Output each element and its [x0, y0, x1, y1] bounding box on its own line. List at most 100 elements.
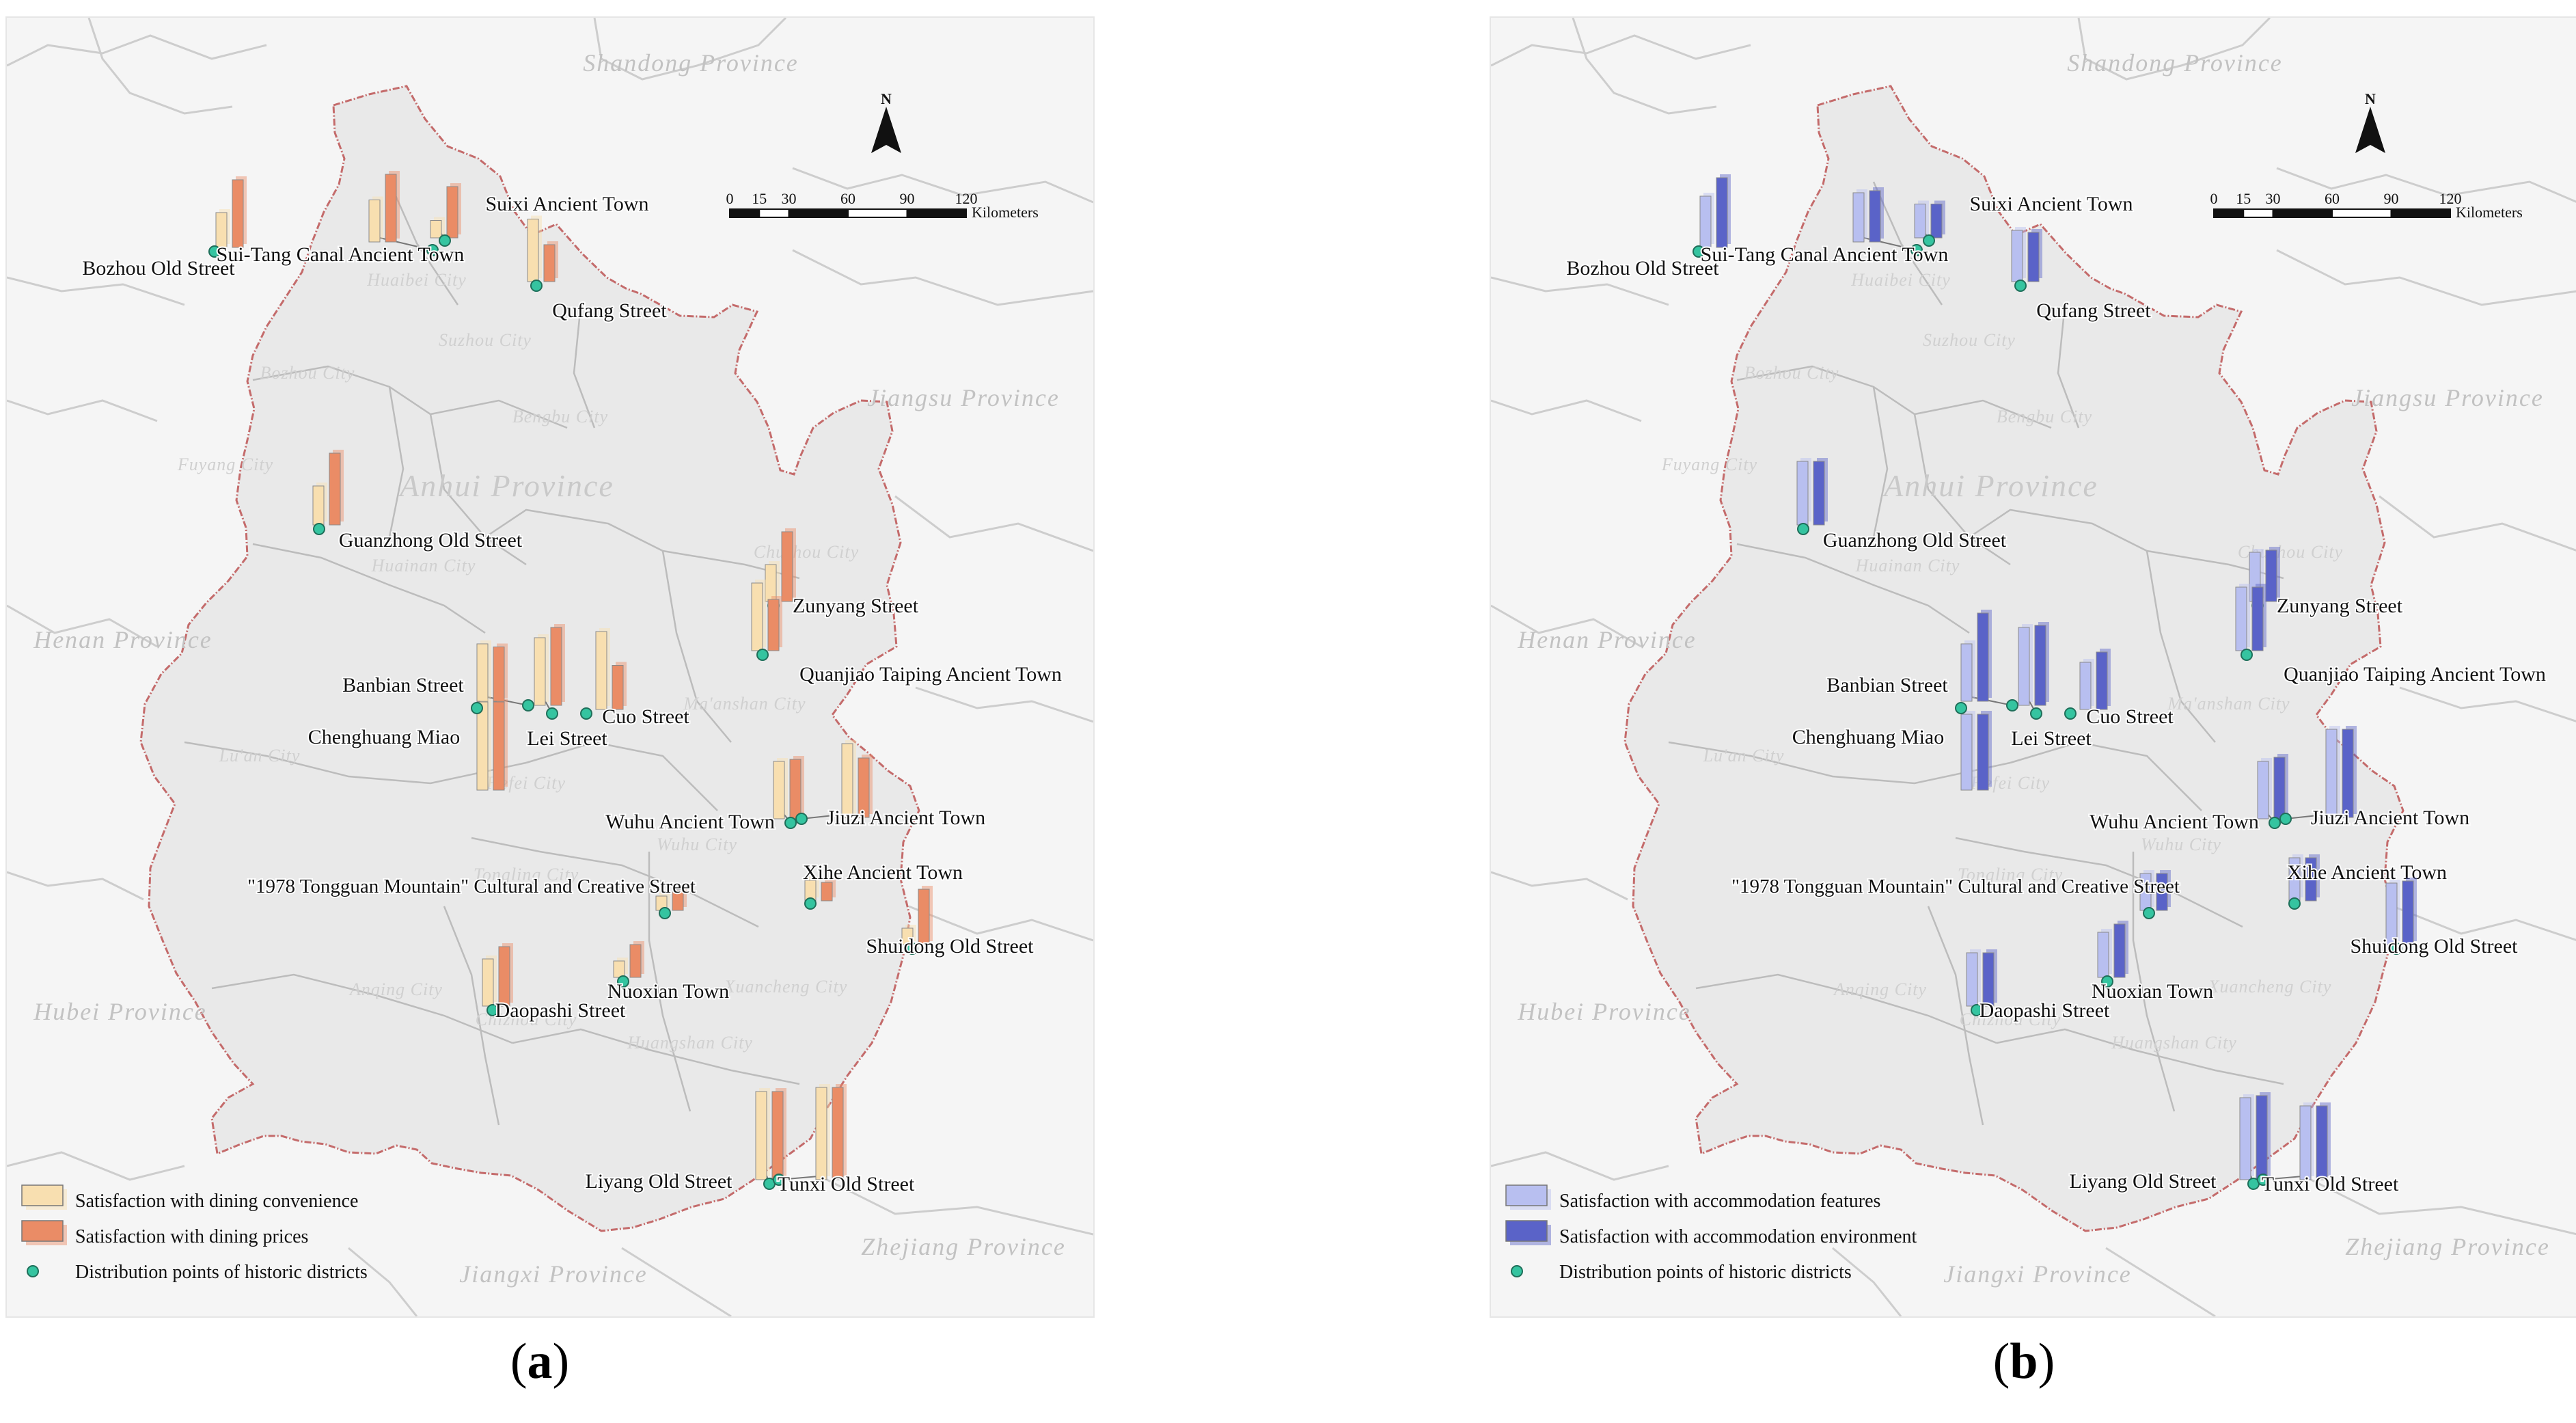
bar-series-1: [901, 927, 914, 945]
city-label: Huainan City: [1855, 556, 1960, 575]
caption-letter: b: [2010, 1333, 2038, 1390]
province-label: Jiangsu Province: [2351, 384, 2544, 411]
bar-series-1: [765, 564, 777, 602]
city-label: Lu'an City: [1703, 746, 1785, 765]
legend-label: Satisfaction with accommodation environm…: [1559, 1226, 1917, 1247]
bar-series-2: [2265, 550, 2277, 602]
city-label: Ma'anshan City: [2167, 694, 2290, 714]
bar-series-2: [1869, 190, 1881, 243]
district-marker: Qufang Street: [527, 215, 668, 323]
map-canvas: Shandong Province Jiangsu Province Henan P…: [1491, 18, 2576, 1316]
district-label: Tunxi Old Street: [778, 1173, 915, 1195]
district-marker: Quanjiao Taiping Ancient Town: [751, 580, 1063, 687]
city-label: Tongling City: [1958, 865, 2063, 884]
district-marker: Banbian Street: [341, 640, 534, 712]
bar-series-2: [781, 531, 793, 602]
north-arrow-icon: N: [871, 90, 901, 153]
legend-swatch-series-1: [1505, 1184, 1548, 1206]
district-point: [2101, 975, 2113, 988]
map-panel-a: Shandong Province Jiangsu Province Henan P…: [5, 16, 1095, 1318]
caption-open: (: [510, 1333, 527, 1390]
district-point: [773, 1174, 785, 1186]
bar-series-1: [2239, 1097, 2251, 1180]
district-label: "1978 Tongguan Mountain" Cultural and Cr…: [1731, 876, 2180, 897]
province-label: Anhui Province: [1882, 468, 2098, 503]
city-label: Tongling City: [474, 865, 579, 884]
caption-close: ): [2038, 1333, 2055, 1390]
bar-series-1: [1796, 461, 1809, 526]
bar-series-1: [215, 212, 228, 248]
district-marker: Bozhou Old Street: [81, 176, 247, 281]
neighbor-boundaries: [1491, 18, 2576, 1316]
scale-tick-label: 120: [955, 190, 978, 207]
legend-label: Distribution points of historic district…: [75, 1262, 368, 1283]
district-label: Sui-Tang Canal Ancient Town: [217, 243, 465, 266]
legend-point-swatch: [1511, 1265, 1523, 1277]
bar-series-2: [232, 179, 244, 248]
north-label: N: [881, 90, 892, 107]
bar-series-1: [2257, 761, 2269, 819]
district-label: Qufang Street: [2036, 299, 2151, 322]
scale-unit-label: Kilometers: [2456, 204, 2523, 221]
city-label: Huainan City: [371, 556, 476, 575]
city-label: Bozhou City: [260, 363, 355, 383]
district-point: [2006, 699, 2018, 712]
district-label: Wuhu Ancient Town: [2089, 811, 2259, 833]
city-label: Anqing City: [348, 979, 443, 999]
district-marker: Liyang Old Street: [2068, 1092, 2271, 1194]
district-marker: Jiuzi Ancient Town: [795, 740, 987, 830]
city-label: Bengbu City: [512, 407, 608, 426]
district-marker: Daopashi Street: [1966, 949, 2111, 1023]
city-label: Fuyang City: [1661, 455, 1757, 474]
district-marker: Qufang Street: [2011, 227, 2152, 323]
legend-label: Satisfaction with accommodation features: [1559, 1191, 1880, 1212]
district-label: Liyang Old Street: [586, 1170, 733, 1193]
district-point: [1797, 523, 1809, 535]
district-point: [1971, 1004, 1983, 1016]
district-label: Qufang Street: [552, 299, 667, 322]
district-marker: Cuo Street: [580, 628, 691, 729]
bar-series-1: [2235, 586, 2247, 651]
district-point: [2030, 707, 2042, 720]
district-marker: Shuidong Old Street: [865, 886, 1035, 959]
district-marker: Bozhou Old Street: [1565, 174, 1731, 281]
bar-series-2: [789, 759, 801, 819]
district-point: [1910, 244, 1923, 256]
district-label: Daopashi Street: [1979, 999, 2110, 1022]
bar-series-1: [1960, 714, 1973, 791]
city-label: Bozhou City: [1744, 363, 1839, 383]
bar-series-2: [2342, 729, 2354, 818]
district-marker: Lei Street: [525, 624, 609, 751]
bar-series-1: [476, 643, 489, 702]
bar-series-2: [2256, 1095, 2268, 1180]
bar-series-2: [767, 599, 780, 651]
bar-series-1: [815, 1087, 827, 1180]
bar-series-1: [368, 200, 381, 243]
district-point: [208, 245, 221, 258]
district-label: Bozhou Old Street: [82, 257, 235, 280]
bar-series-1: [2299, 1105, 2312, 1180]
city-label: Huangshan City: [627, 1033, 753, 1053]
bar-series-1: [2018, 627, 2030, 706]
district-label: Banbian Street: [1826, 674, 1948, 696]
district-marker: Xihe Ancient Town: [801, 860, 964, 910]
district-point: [804, 897, 817, 910]
district-point: [784, 817, 797, 829]
district-label: Chenghuang Miao: [308, 726, 460, 748]
map-panel-b: Shandong Province Jiangsu Province Henan P…: [1490, 16, 2576, 1318]
caption-close: ): [552, 1333, 570, 1390]
scale-tick-label: 90: [900, 190, 915, 207]
bar-series-2: [2305, 857, 2317, 902]
legend: Satisfaction with dining convenience Sati…: [21, 1184, 368, 1283]
legend-label: Distribution points of historic district…: [1559, 1262, 1852, 1283]
scale-tick-label: 0: [726, 190, 734, 207]
district-label: "1978 Tongguan Mountain" Cultural and Cr…: [247, 876, 696, 897]
bar-series-2: [1930, 204, 1943, 239]
district-label: Quanjiao Taiping Ancient Town: [2284, 663, 2546, 686]
legend: Satisfaction with accommodation features…: [1505, 1184, 1917, 1283]
district-marker: Banbian Street: [1825, 610, 2018, 712]
district-marker: Quanjiao Taiping Ancient Town: [2235, 584, 2547, 687]
city-label: Chuzhou City: [754, 542, 859, 562]
